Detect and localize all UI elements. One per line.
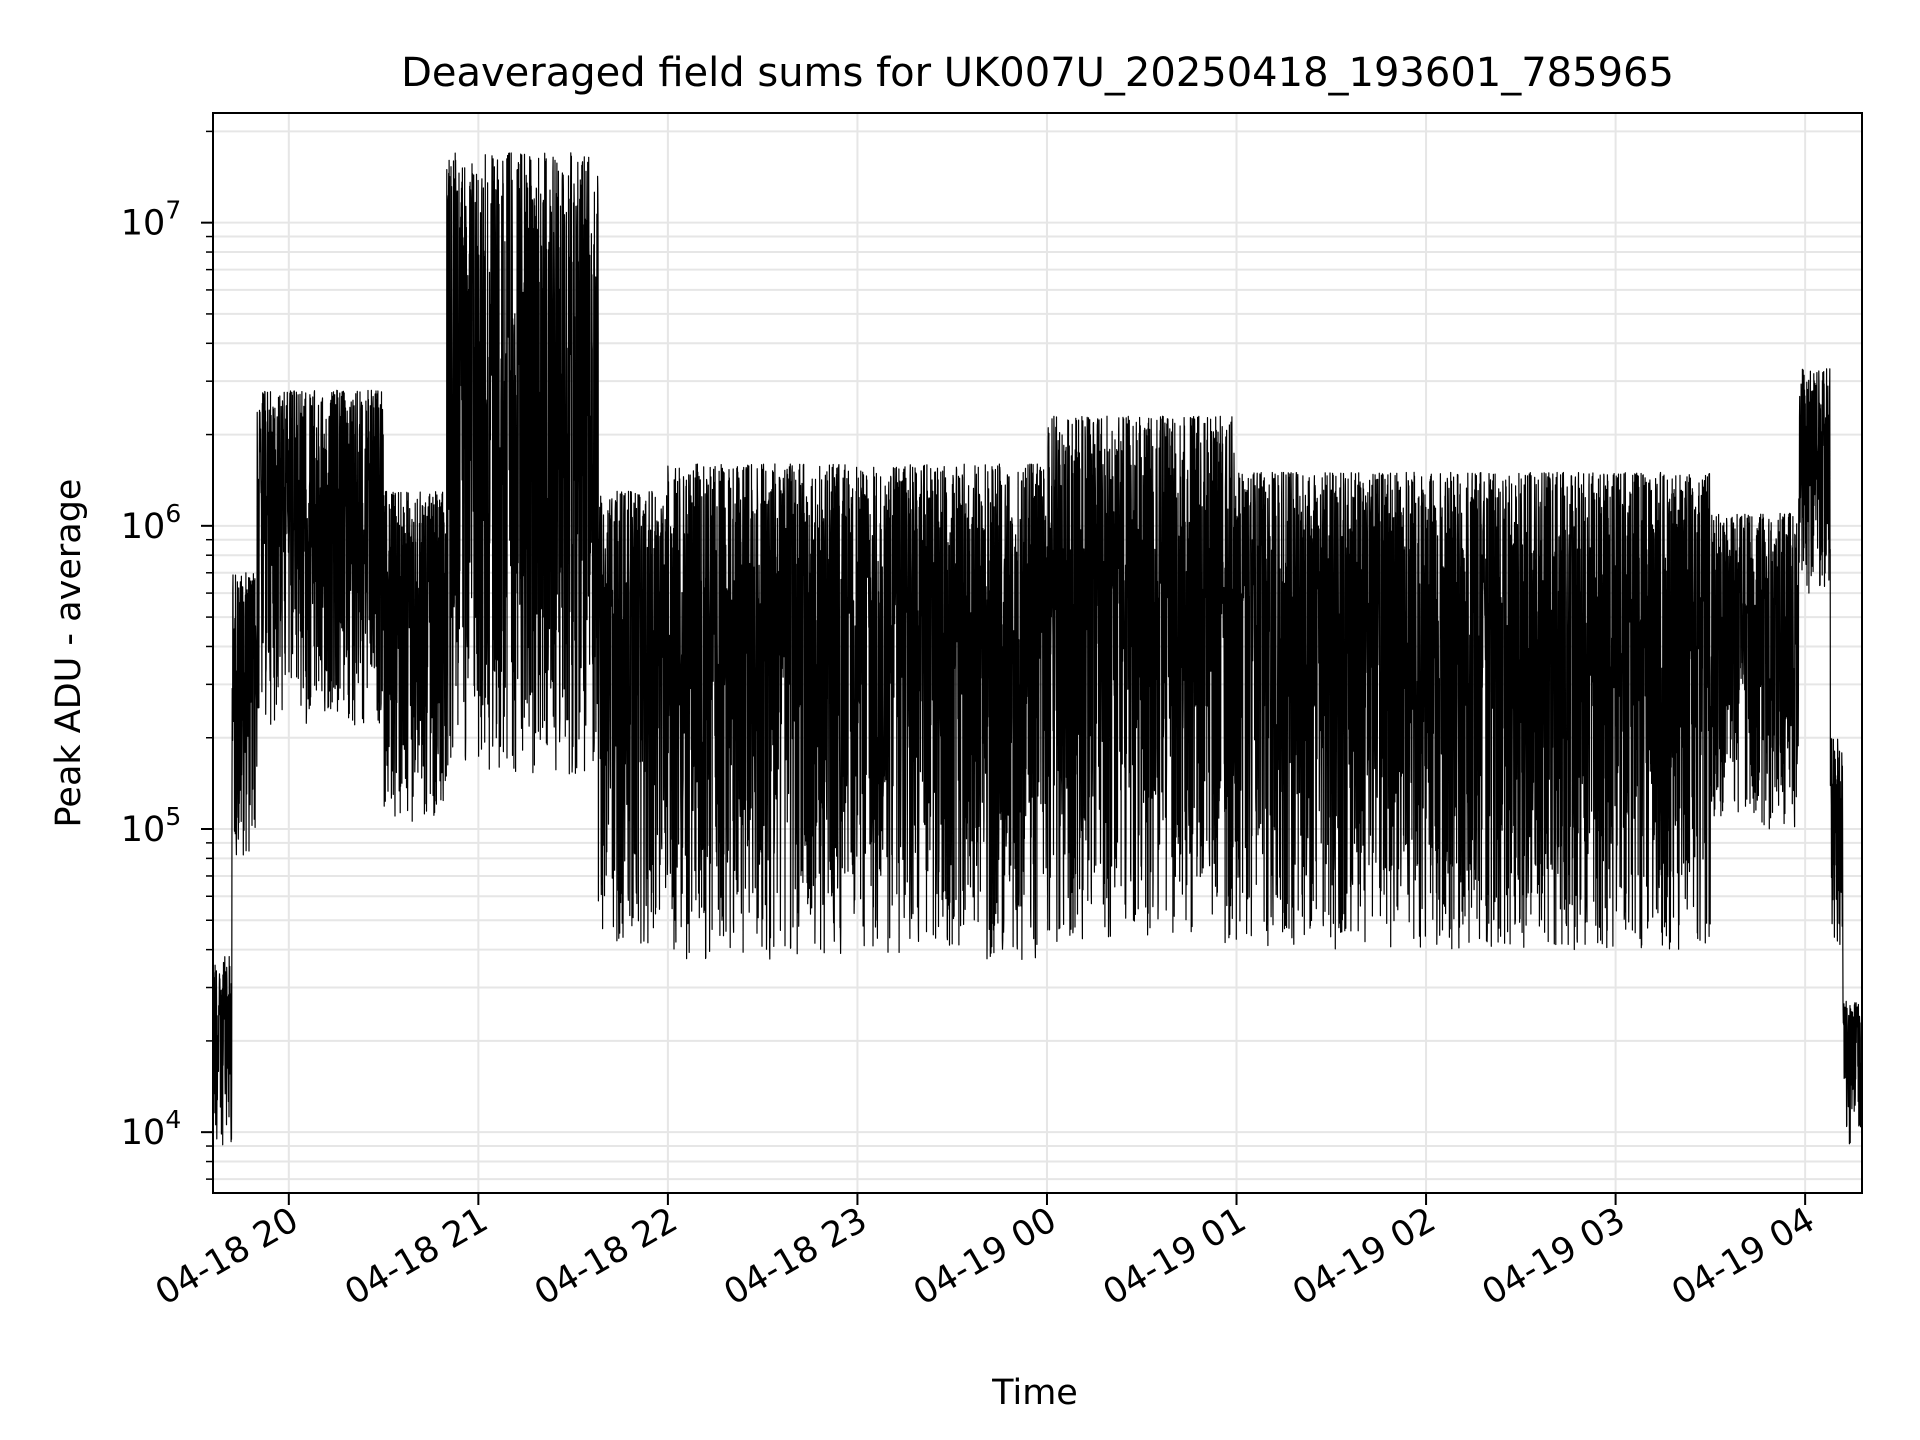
x-tick-label: 04-19 04 (1665, 1200, 1821, 1313)
x-tick-label: 04-19 00 (907, 1200, 1063, 1313)
x-tick-label: 04-18 22 (528, 1200, 684, 1313)
y-tick-label-base: 10 (121, 507, 166, 547)
y-tick-label-exponent: 7 (165, 196, 181, 225)
chart-title: Deaveraged field sums for UK007U_2025041… (401, 50, 1674, 96)
x-tick-label: 04-19 02 (1286, 1200, 1442, 1313)
x-tick-label: 04-19 01 (1097, 1200, 1253, 1313)
y-tick-label: 107 (121, 196, 181, 244)
x-tick-label: 04-19 03 (1476, 1200, 1632, 1313)
x-axis-label: Time (991, 1373, 1078, 1413)
y-tick-label: 106 (121, 499, 181, 547)
y-tick-label-base: 10 (121, 204, 166, 244)
series-line-0 (212, 152, 1863, 1146)
x-tick-label: 04-18 21 (339, 1200, 495, 1313)
y-axis-label: Peak ADU - average (49, 479, 89, 828)
y-tick-label-base: 10 (121, 1113, 166, 1153)
y-tick-label: 104 (121, 1105, 181, 1153)
y-tick-label-exponent: 4 (165, 1105, 181, 1134)
y-tick-label-exponent: 6 (165, 499, 181, 528)
y-tick-label: 105 (121, 802, 181, 850)
y-tick-label-exponent: 5 (165, 802, 181, 831)
plot-layer (212, 152, 1863, 1146)
y-tick-label-base: 10 (121, 810, 166, 850)
plot-frame (212, 112, 1863, 1194)
x-tick-label: 04-18 23 (718, 1200, 874, 1313)
x-tick-label: 04-18 20 (149, 1200, 305, 1313)
